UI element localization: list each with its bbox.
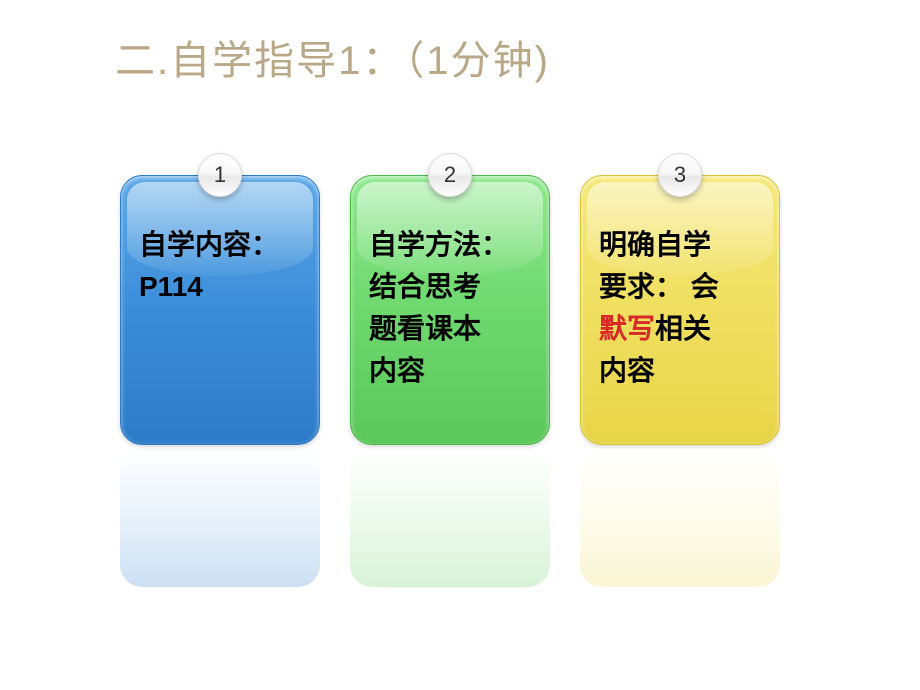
reflection-container bbox=[120, 447, 780, 587]
card-3-line-4: 内容 bbox=[599, 350, 761, 392]
card-wrapper-2: 2 自学方法： 结合思考 题看课本 内容 bbox=[350, 175, 550, 445]
reflection-3 bbox=[580, 447, 780, 587]
card-1-line-2: P114 bbox=[139, 266, 301, 308]
card-3-line-1: 明确自学 bbox=[599, 224, 761, 266]
card-1-line-1: 自学内容： bbox=[139, 224, 301, 266]
card-1: 自学内容： P114 bbox=[120, 175, 320, 445]
reflection-1 bbox=[120, 447, 320, 587]
badge-2: 2 bbox=[428, 153, 472, 197]
card-2-line-3: 题看课本 bbox=[369, 308, 531, 350]
card-2-line-2: 结合思考 bbox=[369, 266, 531, 308]
card-2: 自学方法： 结合思考 题看课本 内容 bbox=[350, 175, 550, 445]
card-1-text: 自学内容： P114 bbox=[139, 224, 301, 308]
card-3-highlight: 默写 bbox=[599, 313, 655, 344]
reflection-2 bbox=[350, 447, 550, 587]
card-3: 明确自学 要求： 会 默写相关 内容 bbox=[580, 175, 780, 445]
cards-container: 1 自学内容： P114 2 自学方法： 结合思考 题看课本 内容 3 bbox=[120, 175, 780, 445]
card-3-line-3: 默写相关 bbox=[599, 308, 761, 350]
card-2-text: 自学方法： 结合思考 题看课本 内容 bbox=[369, 224, 531, 392]
card-2-line-1: 自学方法： bbox=[369, 224, 531, 266]
card-3-line-3-rest: 相关 bbox=[655, 313, 711, 344]
badge-3: 3 bbox=[658, 153, 702, 197]
card-2-line-4: 内容 bbox=[369, 350, 531, 392]
card-wrapper-3: 3 明确自学 要求： 会 默写相关 内容 bbox=[580, 175, 780, 445]
slide-title: 二.自学指导1：（1分钟) bbox=[115, 28, 550, 86]
slide: 二.自学指导1：（1分钟) 1 自学内容： P114 2 自学方法： 结合思考 … bbox=[0, 0, 920, 690]
card-3-line-2: 要求： 会 bbox=[599, 266, 761, 308]
card-wrapper-1: 1 自学内容： P114 bbox=[120, 175, 320, 445]
badge-1: 1 bbox=[198, 153, 242, 197]
card-3-text: 明确自学 要求： 会 默写相关 内容 bbox=[599, 224, 761, 392]
